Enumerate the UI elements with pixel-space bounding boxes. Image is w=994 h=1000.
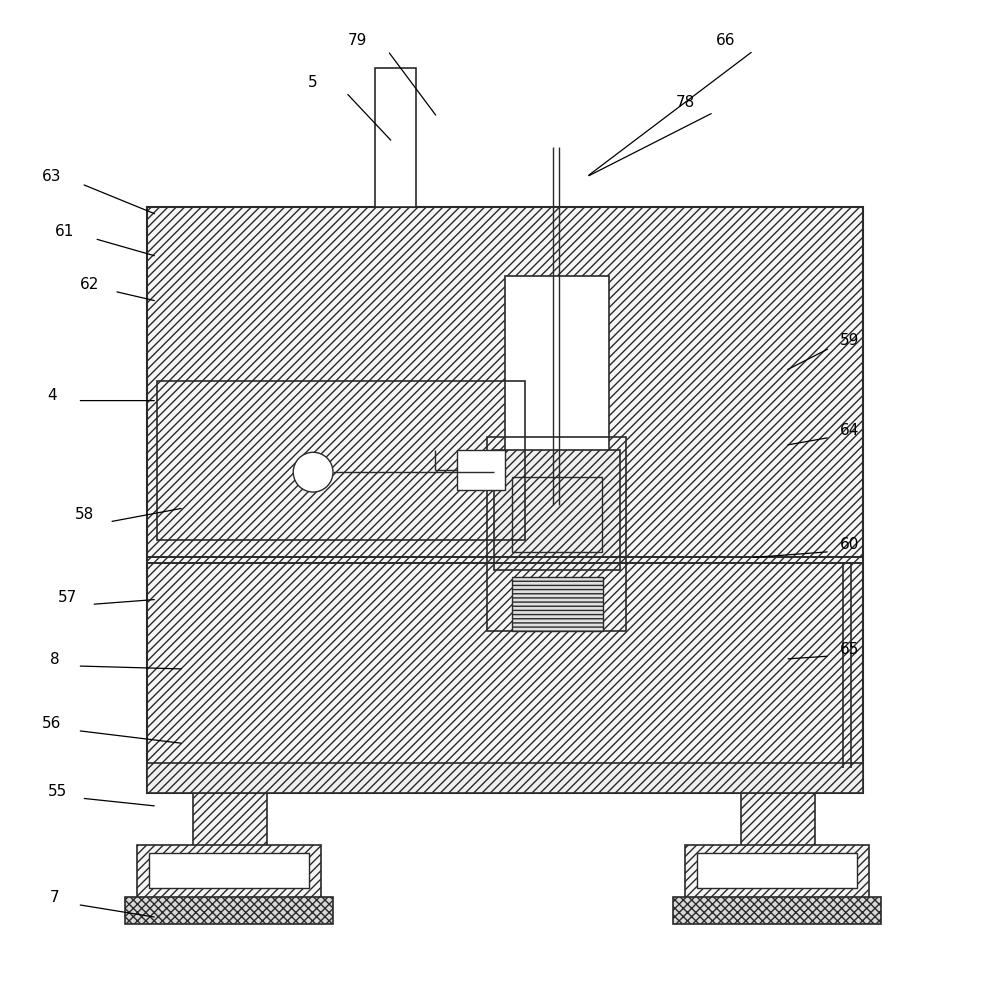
Text: 60: 60 xyxy=(840,537,860,552)
Bar xyxy=(193,793,267,848)
Text: 8: 8 xyxy=(50,652,60,667)
Text: 56: 56 xyxy=(42,716,62,731)
Bar xyxy=(149,853,309,888)
Bar xyxy=(494,450,620,570)
Bar xyxy=(697,853,857,888)
Text: 78: 78 xyxy=(676,95,696,110)
Bar xyxy=(512,577,603,631)
Text: 63: 63 xyxy=(42,169,62,184)
Text: 59: 59 xyxy=(840,333,860,348)
Text: 7: 7 xyxy=(50,890,60,905)
Circle shape xyxy=(293,452,333,492)
Bar xyxy=(741,793,815,848)
Text: 64: 64 xyxy=(840,423,860,438)
Bar xyxy=(137,845,321,900)
Bar xyxy=(147,763,863,793)
Bar xyxy=(512,477,602,552)
Text: 61: 61 xyxy=(55,224,75,239)
Bar xyxy=(147,207,863,793)
Bar xyxy=(685,845,869,900)
Text: 55: 55 xyxy=(48,784,68,799)
Bar xyxy=(457,450,505,490)
Text: 57: 57 xyxy=(58,590,78,605)
Bar xyxy=(673,897,881,924)
Bar xyxy=(375,68,416,207)
Text: 65: 65 xyxy=(840,642,860,657)
Text: 5: 5 xyxy=(308,75,318,90)
Text: 62: 62 xyxy=(80,277,99,292)
Text: 4: 4 xyxy=(47,388,57,403)
Bar xyxy=(487,437,626,631)
Text: 79: 79 xyxy=(348,33,368,48)
Bar xyxy=(505,276,609,460)
Bar xyxy=(125,897,333,924)
Text: 66: 66 xyxy=(716,33,736,48)
Text: 58: 58 xyxy=(75,507,94,522)
Bar xyxy=(157,381,525,540)
